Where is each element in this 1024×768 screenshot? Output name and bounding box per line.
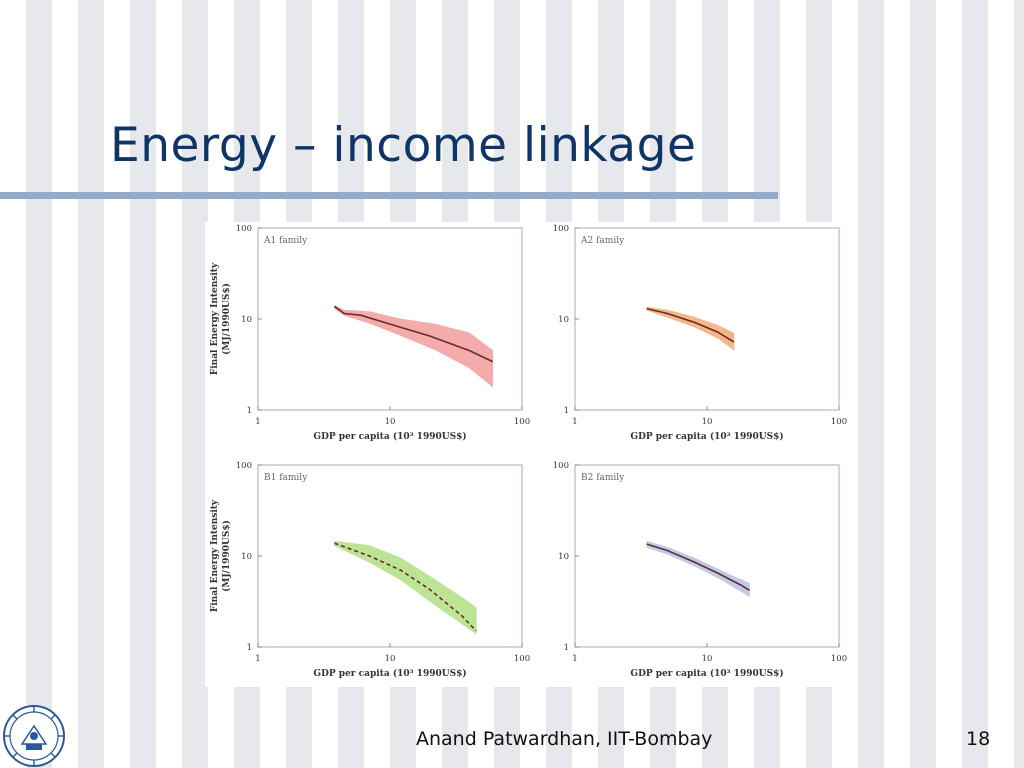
title-underline	[0, 192, 778, 199]
panel-1-y-tick-label-1: 1	[247, 406, 252, 416]
panel-3-y-tick-label-3: 100	[236, 461, 252, 471]
panel-3-x-tick-label-1: 1	[255, 654, 260, 664]
panel-3-y-axis-label: Final Energy Intensity	[210, 499, 220, 612]
chart-figure: A1 family 1 10 100 1 10 100 GDP per capita (10³…	[205, 222, 855, 687]
panel-4-y-tick-label-3: 100	[553, 461, 569, 471]
panel-2-range-band	[646, 306, 735, 351]
slide-title: Energy – income linkage	[110, 118, 697, 173]
panel-1-y-axis-unit: (MJ/1990US$)	[221, 283, 232, 355]
panel-3-median-line	[334, 542, 477, 632]
panel-1-x-tick-label-2: 10	[385, 417, 396, 427]
panel-4-y-tick-label-2: 10	[558, 552, 569, 562]
panel-2-frame	[574, 227, 840, 411]
panel-3-x-axis-label: GDP per capita (10³ 1990US$)	[313, 668, 466, 679]
panel-1-y-axis-label: Final Energy Intensity	[210, 262, 220, 375]
panel-1-range-band	[334, 305, 494, 388]
panel-2-x-axis-label: GDP per capita (10³ 1990US$)	[630, 431, 783, 442]
panel-2-y-tick-label-1: 1	[564, 406, 569, 416]
footer-author: Anand Patwardhan, IIT-Bombay	[416, 728, 713, 750]
panel-3-y-axis-unit: (MJ/1990US$)	[221, 520, 232, 592]
panel-3-x-tick-label-3: 100	[514, 654, 530, 664]
panel-4-median-line	[646, 543, 750, 591]
panel-2-median-line	[646, 307, 735, 343]
panel-1-median-line	[334, 305, 494, 363]
panel-2-x-tick-label-1: 1	[572, 417, 577, 427]
panel-1-x-tick-label-3: 100	[514, 417, 530, 427]
panel-4-x-tick-label-1: 1	[572, 654, 577, 664]
panel-4-x-tick-label-2: 10	[702, 654, 713, 664]
panel-1-y-tick-label-3: 100	[236, 224, 252, 234]
panel-4-frame	[574, 464, 840, 648]
panel-1-x-tick-label-1: 1	[255, 417, 260, 427]
panel-2-x-tick-label-2: 10	[702, 417, 713, 427]
panel-4-y-tick-label-1: 1	[564, 643, 569, 653]
charts-svg: A1 family 1 10 100 1 10 100 GDP per capita (10³…	[210, 224, 847, 679]
panel-4-x-tick-label-3: 100	[831, 654, 847, 664]
panel-4-family-label: B2 family	[581, 473, 625, 483]
iit-bombay-seal-icon	[3, 705, 65, 767]
panel-2-family-label: A2 family	[580, 236, 625, 246]
panel-2-x-tick-label-3: 100	[831, 417, 847, 427]
page-number: 18	[966, 728, 991, 750]
panel-4-range-band	[646, 540, 750, 598]
panel-2-y-tick-label-3: 100	[553, 224, 569, 234]
panel-4-x-axis-label: GDP per capita (10³ 1990US$)	[630, 668, 783, 679]
panel-1-x-axis-label: GDP per capita (10³ 1990US$)	[313, 431, 466, 442]
panel-3-family-label: B1 family	[264, 473, 308, 483]
panel-3-y-tick-label-2: 10	[241, 552, 252, 562]
panel-3-x-tick-label-2: 10	[385, 654, 396, 664]
panel-3-y-tick-label-1: 1	[247, 643, 252, 653]
panel-1-y-tick-label-2: 10	[241, 315, 252, 325]
panel-2-y-tick-label-2: 10	[558, 315, 569, 325]
panel-1-family-label: A1 family	[263, 236, 308, 246]
panel-3-range-band	[334, 540, 477, 635]
